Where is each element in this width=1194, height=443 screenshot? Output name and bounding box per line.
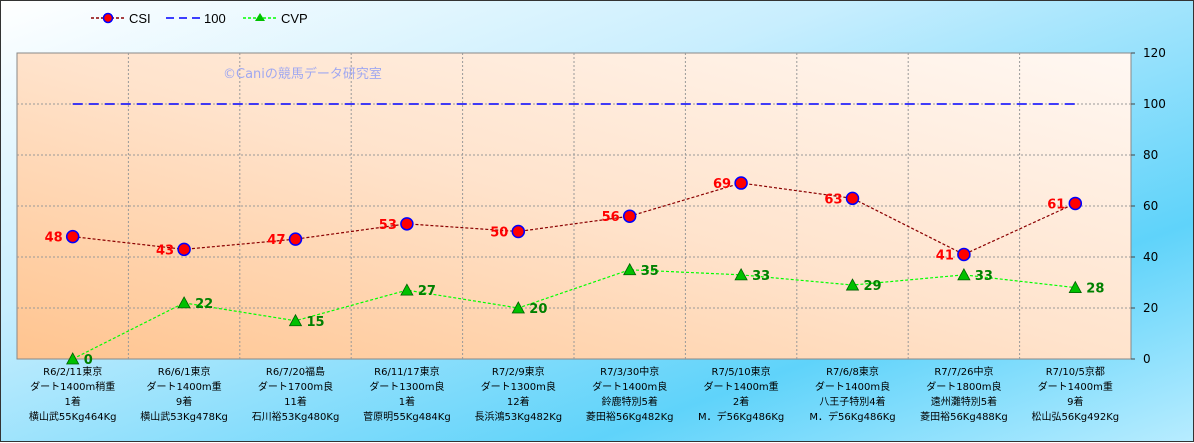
x-tick-label: 菱田裕56Kg482Kg bbox=[586, 410, 674, 423]
cvp-data-label: 28 bbox=[1086, 282, 1104, 297]
cvp-data-label: 0 bbox=[84, 353, 93, 368]
cvp-point bbox=[66, 352, 80, 365]
x-tick-label: ダート1400m良 bbox=[815, 380, 890, 393]
x-tick-label: 八王子特別4着 bbox=[819, 395, 885, 408]
x-tick-label: 9着 bbox=[1067, 395, 1083, 408]
csi-data-label: 61 bbox=[1047, 197, 1065, 212]
x-tick-label: M．デ56Kg486Kg bbox=[698, 410, 784, 423]
x-tick-label: ダート1400m良 bbox=[592, 380, 667, 393]
y-tick-label: 20 bbox=[1143, 301, 1158, 315]
y-tick-label: 60 bbox=[1143, 199, 1158, 213]
csi-point bbox=[288, 232, 303, 246]
cvp-point bbox=[734, 268, 748, 281]
y-tick-label: 80 bbox=[1143, 148, 1158, 162]
csi-point bbox=[1068, 196, 1083, 211]
cvp-data-label: 35 bbox=[641, 264, 659, 279]
x-tick-label: ダート1300m良 bbox=[369, 380, 444, 393]
legend: CSI 100 CVP bbox=[91, 11, 308, 26]
x-tick-label: ダート1400m重 bbox=[703, 380, 778, 393]
cvp-point bbox=[288, 313, 303, 327]
x-tick-label: 菱田裕56Kg488Kg bbox=[920, 410, 1008, 423]
csi-data-label: 47 bbox=[267, 233, 285, 248]
x-tick-label: R7/5/10東京 bbox=[712, 365, 771, 378]
csi-point bbox=[511, 224, 526, 239]
cvp-data-label: 27 bbox=[418, 284, 436, 299]
csi-data-label: 43 bbox=[156, 243, 174, 258]
cvp-point bbox=[623, 262, 637, 276]
x-tick-label: 9着 bbox=[176, 395, 192, 408]
cvp-point bbox=[511, 301, 525, 314]
x-tick-label: ダート1700m良 bbox=[258, 380, 333, 393]
csi-data-label: 50 bbox=[490, 226, 508, 241]
x-tick-label: 石川裕53Kg480Kg bbox=[252, 410, 340, 423]
y-tick-label: 100 bbox=[1143, 97, 1166, 111]
x-tick-label: 1着 bbox=[65, 395, 81, 408]
csi-data-label: 63 bbox=[824, 192, 842, 207]
legend-label: CVP bbox=[281, 11, 308, 26]
x-tick-label: 横山武53Kg478Kg bbox=[140, 410, 228, 423]
cvp-data-label: 20 bbox=[529, 302, 547, 317]
x-tick-label: ダート1800m良 bbox=[926, 380, 1001, 393]
cvp-point bbox=[177, 296, 191, 309]
csi-data-label: 56 bbox=[602, 210, 620, 225]
csi-point bbox=[845, 191, 860, 206]
csi-point bbox=[957, 247, 971, 262]
legend-circle-marker bbox=[102, 12, 114, 24]
x-tick-label: 1着 bbox=[399, 395, 415, 408]
x-tick-label: R7/3/30中京 bbox=[600, 365, 659, 378]
x-tick-label: R7/7/26中京 bbox=[934, 365, 993, 378]
cvp-point bbox=[1068, 280, 1082, 294]
x-tick-label: 12着 bbox=[507, 395, 530, 408]
y-tick-label: 120 bbox=[1143, 46, 1166, 60]
cvp-data-label: 22 bbox=[195, 297, 213, 312]
csi-point bbox=[177, 242, 191, 257]
x-tick-label: R7/2/9東京 bbox=[492, 365, 545, 378]
x-tick-label: 横山武55Kg464Kg bbox=[29, 410, 117, 423]
cvp-data-label: 15 bbox=[307, 315, 325, 330]
cvp-data-label: 33 bbox=[975, 269, 993, 284]
x-tick-label: R6/6/1東京 bbox=[158, 365, 211, 378]
x-tick-label: 鈴鹿特別5着 bbox=[602, 395, 658, 408]
csi-point bbox=[734, 176, 748, 190]
x-tick-label: R6/11/17東京 bbox=[374, 365, 440, 378]
x-tick-label: ダート1400m重 bbox=[146, 380, 221, 393]
csi-data-label: 41 bbox=[936, 248, 954, 263]
x-tick-label: M．デ56Kg486Kg bbox=[809, 410, 895, 423]
y-tick-label: 0 bbox=[1143, 352, 1151, 366]
x-tick-label: ダート1400m重 bbox=[1038, 380, 1113, 393]
x-tick-label: 長浜鴻53Kg482Kg bbox=[474, 410, 562, 423]
x-tick-label: 2着 bbox=[733, 395, 749, 408]
legend-label: CSI bbox=[129, 11, 151, 26]
x-tick-label: R6/2/11東京 bbox=[43, 365, 102, 378]
cvp-data-label: 33 bbox=[752, 269, 770, 284]
x-tick-label: R6/7/20福島 bbox=[266, 365, 325, 378]
x-tick-label: 11着 bbox=[284, 395, 307, 408]
cvp-data-label: 29 bbox=[864, 279, 882, 294]
x-tick-label: R7/10/5京都 bbox=[1046, 365, 1105, 378]
series-line-csi bbox=[72, 182, 1076, 256]
x-tick-label: 遠州灘特別5着 bbox=[931, 395, 997, 408]
csi-point bbox=[622, 209, 637, 223]
x-tick-label: ダート1400m稍重 bbox=[30, 380, 115, 393]
csi-data-label: 48 bbox=[45, 231, 63, 246]
x-tick-label: R7/6/8東京 bbox=[826, 365, 879, 378]
legend-triangle-marker bbox=[255, 13, 265, 21]
legend-label: 100 bbox=[204, 11, 226, 26]
cvp-point bbox=[400, 283, 414, 296]
csi-data-label: 69 bbox=[713, 177, 731, 192]
x-tick-label: 松山弘56Kg492Kg bbox=[1031, 410, 1119, 423]
x-tick-label: 菅原明55Kg484Kg bbox=[363, 411, 451, 423]
cvp-point bbox=[845, 278, 860, 291]
series-line-cvp bbox=[72, 269, 1076, 360]
x-tick-label: ダート1300m良 bbox=[481, 380, 556, 393]
y-tick-label: 40 bbox=[1143, 250, 1158, 264]
csi-data-label: 53 bbox=[379, 218, 397, 233]
cvp-point bbox=[957, 268, 971, 281]
csi-point bbox=[65, 229, 80, 244]
csi-point bbox=[400, 217, 414, 231]
watermark: ©Caniの競馬データ研究室 bbox=[223, 66, 382, 82]
